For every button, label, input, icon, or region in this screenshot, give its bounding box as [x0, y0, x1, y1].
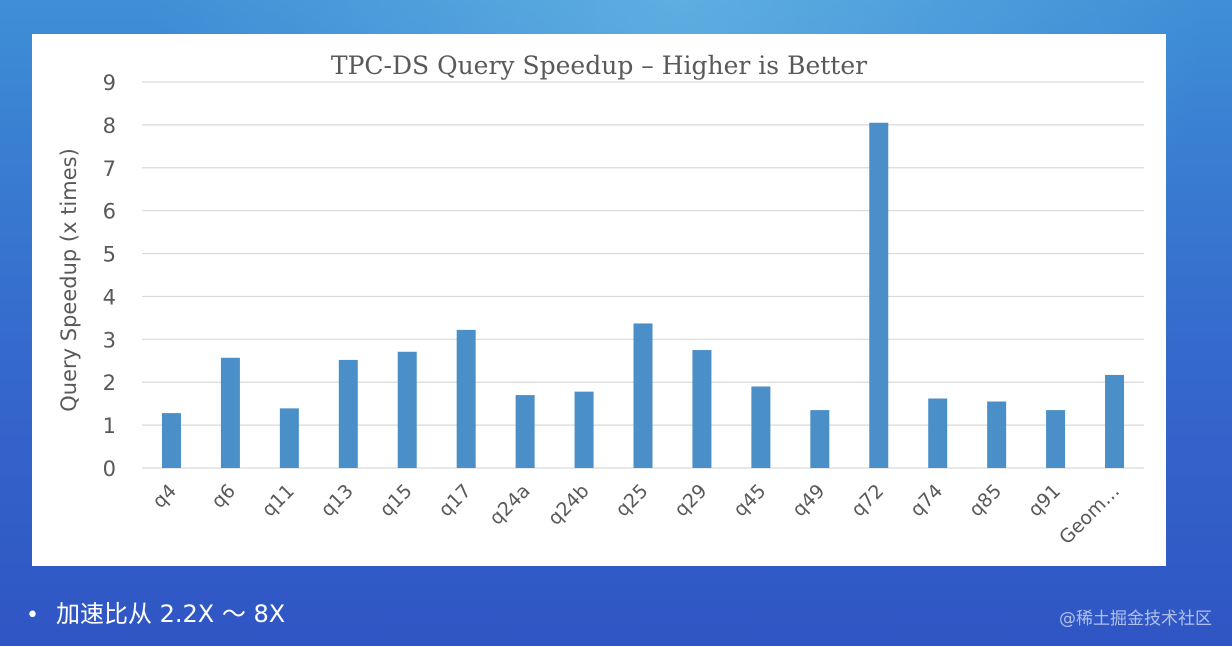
bar-chart: TPC-DS Query Speedup – Higher is Better … [57, 51, 1144, 549]
bar-q72 [869, 122, 889, 468]
chart-title: TPC-DS Query Speedup – Higher is Better [331, 51, 867, 80]
bar-q6 [220, 357, 240, 468]
bar-q45 [751, 386, 771, 468]
y-tick-labels: 0 1 2 3 4 5 6 7 8 9 [103, 71, 116, 481]
x-tick-label-q17: q17 [435, 480, 476, 521]
x-tick-label-q24a: q24a [485, 480, 534, 529]
bullet-marker: • [26, 603, 39, 628]
x-tick-label-q11: q11 [258, 480, 299, 521]
y-axis-label: Query Speedup (x times) [57, 148, 81, 412]
x-tick-label-geom: Geom… [1055, 480, 1124, 549]
bar-q49 [810, 410, 830, 468]
x-tick-label-q91: q91 [1024, 480, 1065, 521]
y-tick-label-5: 5 [103, 243, 116, 267]
bar-q24a [515, 395, 535, 468]
y-tick-label-9: 9 [103, 71, 116, 95]
bar-q24b [574, 391, 594, 468]
watermark: @稀土掘金技术社区 [1059, 609, 1212, 629]
x-tick-label-q49: q49 [788, 480, 829, 521]
y-tick-label-1: 1 [103, 414, 116, 438]
bars [161, 122, 1125, 468]
bar-q4 [161, 413, 181, 468]
y-tick-label-8: 8 [103, 114, 116, 138]
summary-text: 加速比从 2.2X ～ 8X [56, 600, 286, 628]
y-tick-label-0: 0 [103, 457, 116, 481]
y-tick-label-3: 3 [103, 328, 116, 352]
x-tick-labels: q4 q6 q11 q13 q15 q17 q24a q24b q25 q29 q45 q49 q72 q… [148, 480, 1124, 549]
x-tick-label-q74: q74 [906, 480, 947, 521]
bar-q13 [338, 359, 358, 468]
bar-q25 [633, 323, 653, 468]
x-tick-label-q72: q72 [847, 480, 888, 521]
summary-bullet: • 加速比从 2.2X ～ 8X [26, 596, 285, 634]
x-tick-label-q4: q4 [148, 480, 181, 513]
y-tick-label-7: 7 [103, 157, 116, 181]
x-tick-label-q85: q85 [965, 480, 1006, 521]
x-tick-label-q15: q15 [376, 480, 417, 521]
x-tick-label-q6: q6 [207, 480, 240, 513]
bar-q74 [928, 398, 948, 468]
y-tick-label-2: 2 [103, 371, 116, 395]
bar-q11 [279, 408, 299, 468]
x-tick-label-q13: q13 [317, 480, 358, 521]
bar-q85 [987, 401, 1007, 468]
x-tick-label-q24b: q24b [544, 480, 594, 530]
x-tick-label-q29: q29 [670, 480, 711, 521]
bar-q29 [692, 350, 712, 468]
x-tick-label-q25: q25 [611, 480, 652, 521]
bar-q91 [1046, 410, 1066, 468]
chart-panel: TPC-DS Query Speedup – Higher is Better … [32, 34, 1166, 566]
bar-geom [1105, 374, 1125, 468]
y-tick-label-4: 4 [103, 285, 116, 309]
bar-q15 [397, 351, 417, 468]
y-tick-label-6: 6 [103, 200, 116, 224]
bar-q17 [456, 329, 476, 468]
x-tick-label-q45: q45 [729, 480, 770, 521]
